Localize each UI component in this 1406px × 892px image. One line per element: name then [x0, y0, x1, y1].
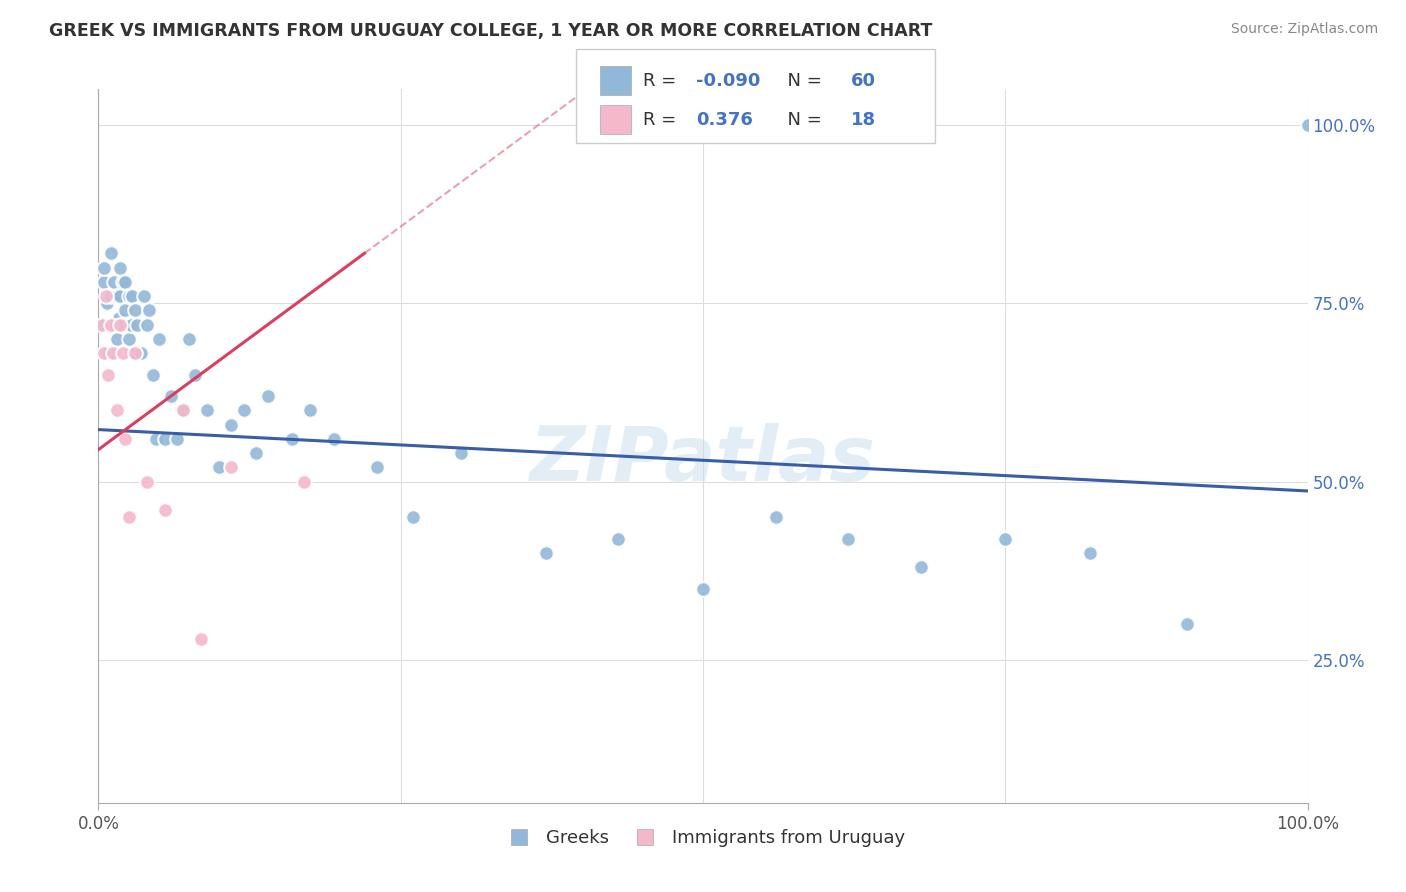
Point — [111, 346, 134, 360]
Point — [105, 403, 128, 417]
Point — [127, 318, 149, 332]
Point — [101, 318, 124, 332]
Point — [172, 403, 194, 417]
Point — [100, 318, 122, 332]
Point — [179, 332, 201, 346]
Point — [135, 318, 157, 332]
Point — [101, 346, 124, 360]
Point — [607, 532, 630, 546]
Point — [114, 275, 136, 289]
Point — [994, 532, 1017, 546]
Point — [129, 346, 152, 360]
Point — [692, 582, 714, 596]
Point — [138, 303, 160, 318]
Point — [94, 289, 117, 303]
Point — [118, 510, 141, 524]
Point — [114, 432, 136, 446]
Text: 0.376: 0.376 — [696, 111, 752, 128]
Text: -0.090: -0.090 — [696, 71, 761, 89]
Point — [256, 389, 278, 403]
Point — [93, 318, 115, 332]
Text: ZIPatlas: ZIPatlas — [530, 424, 876, 497]
Point — [837, 532, 859, 546]
Point — [1078, 546, 1101, 560]
Point — [195, 403, 218, 417]
Point — [245, 446, 267, 460]
Text: N =: N = — [776, 71, 828, 89]
Point — [108, 318, 131, 332]
Point — [153, 503, 176, 517]
Point — [142, 368, 165, 382]
Text: 18: 18 — [851, 111, 876, 128]
Point — [105, 289, 128, 303]
Point — [93, 346, 115, 360]
Point — [148, 332, 170, 346]
Point — [190, 632, 212, 646]
Point — [765, 510, 787, 524]
Point — [281, 432, 304, 446]
Point — [108, 289, 131, 303]
Point — [402, 510, 425, 524]
Point — [292, 475, 315, 489]
Point — [103, 275, 125, 289]
Point — [232, 403, 254, 417]
Text: R =: R = — [643, 111, 682, 128]
Point — [184, 368, 207, 382]
Text: R =: R = — [643, 71, 682, 89]
Point — [111, 275, 134, 289]
Point — [108, 260, 131, 275]
Text: GREEK VS IMMIGRANTS FROM URUGUAY COLLEGE, 1 YEAR OR MORE CORRELATION CHART: GREEK VS IMMIGRANTS FROM URUGUAY COLLEGE… — [49, 22, 932, 40]
Text: N =: N = — [776, 111, 828, 128]
Point — [323, 432, 346, 446]
Point — [160, 389, 183, 403]
Point — [97, 346, 120, 360]
Point — [93, 260, 115, 275]
Point — [135, 475, 157, 489]
Point — [534, 546, 557, 560]
Point — [118, 289, 141, 303]
Point — [124, 346, 146, 360]
Point — [450, 446, 472, 460]
Text: Source: ZipAtlas.com: Source: ZipAtlas.com — [1230, 22, 1378, 37]
Point — [108, 310, 131, 325]
Point — [121, 289, 143, 303]
Point — [124, 346, 146, 360]
Point — [120, 318, 142, 332]
Point — [221, 460, 243, 475]
Point — [910, 560, 932, 574]
Point — [1175, 617, 1198, 632]
Text: 60: 60 — [851, 71, 876, 89]
Point — [145, 432, 167, 446]
Point — [299, 403, 322, 417]
Point — [366, 460, 388, 475]
Point — [100, 289, 122, 303]
Legend: Greeks, Immigrants from Uruguay: Greeks, Immigrants from Uruguay — [494, 822, 912, 855]
Point — [111, 318, 134, 332]
Point — [97, 368, 120, 382]
Point — [91, 318, 114, 332]
Point — [172, 403, 194, 417]
Point — [118, 332, 141, 346]
Point — [208, 460, 231, 475]
Point — [96, 296, 118, 310]
Point — [1296, 118, 1319, 132]
Point — [124, 303, 146, 318]
Point — [166, 432, 188, 446]
Point — [105, 332, 128, 346]
Point — [93, 275, 115, 289]
Point — [114, 303, 136, 318]
Point — [153, 432, 176, 446]
Point — [221, 417, 243, 432]
Point — [134, 289, 156, 303]
Point — [100, 246, 122, 260]
